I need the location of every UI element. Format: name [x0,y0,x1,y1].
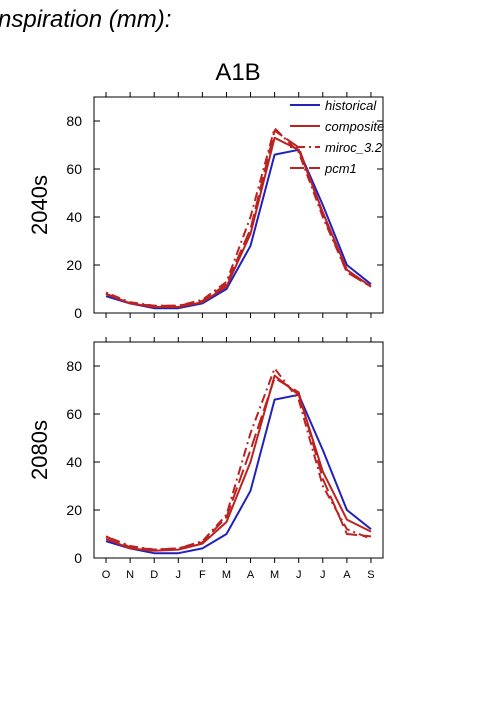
x-tick-label: J [296,569,302,581]
x-tick-label: J [320,569,326,581]
x-tick-label: A [247,569,255,581]
series-line-miroc-3-2 [105,367,372,551]
scenario-title: A1B [215,59,260,86]
figure-title: nspiration (mm): [0,6,171,33]
x-tick-label: S [367,569,374,581]
x-tick-label: F [199,569,206,581]
legend-label: composite [325,119,384,134]
legend: historical composite miroc_3.2 pcm1 [290,98,384,176]
y-tick-label: 20 [66,257,82,273]
x-tick-label: D [150,569,158,581]
y-tick-label: 0 [74,550,82,566]
x-tick-label: J [176,569,182,581]
y-tick-label: 60 [66,161,82,177]
series-line-pcm1 [105,377,372,551]
y-tick-label: 40 [66,454,82,470]
y-tick-label: 80 [66,113,82,129]
plot-frame [93,341,384,559]
row-label: 2040s [27,175,52,235]
plot-frame [93,96,384,314]
x-tick-label: M [270,569,279,581]
y-tick-label: 0 [74,305,82,321]
row-label: 2080s [27,420,52,480]
series-line-pcm1 [105,129,372,307]
legend-label: miroc_3.2 [325,140,383,155]
x-tick-label: A [343,569,351,581]
x-tick-label: M [222,569,231,581]
y-tick-label: 20 [66,502,82,518]
series-line-historical [105,393,372,555]
x-tick-label: N [126,569,134,581]
x-tick-label: O [102,569,111,581]
y-tick-label: 80 [66,358,82,374]
y-tick-label: 60 [66,406,82,422]
panel-2080s: 0 20 40 60 80 O N D J F M A M J J A S 2080s [27,337,384,581]
panel-2040s: 0 20 40 60 80 2040s [27,92,384,321]
legend-label: historical [325,98,377,113]
series-line-composite [105,374,372,552]
legend-label: pcm1 [324,161,357,176]
y-tick-label: 40 [66,209,82,225]
